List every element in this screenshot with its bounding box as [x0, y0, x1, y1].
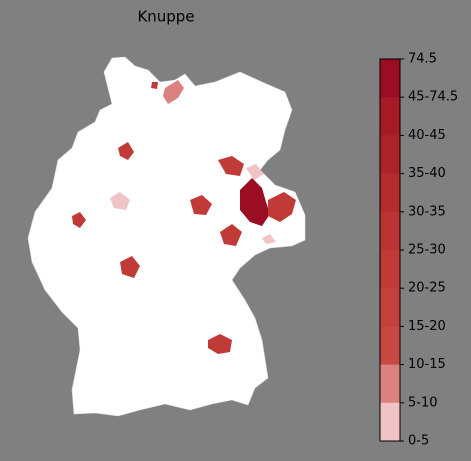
- region: [72, 212, 86, 228]
- colorbar-label: 15-20: [408, 319, 446, 334]
- colorbar: 74.5 45-74.5 40-45 35-40 30-35 25-30 20-25 15-2…: [380, 52, 458, 449]
- region: [246, 164, 264, 180]
- region: [240, 178, 270, 226]
- colorbar-segment: [380, 364, 400, 404]
- colorbar-label: 45-74.5: [408, 90, 458, 105]
- region: [220, 224, 242, 246]
- region: [262, 234, 276, 244]
- colorbar-label: 74.5: [408, 52, 437, 67]
- colorbar-label: 40-45: [408, 128, 446, 143]
- colorbar-label: 10-15: [408, 357, 446, 372]
- region: [120, 256, 140, 278]
- region: [151, 82, 158, 89]
- region: [190, 195, 212, 215]
- colorbar-label: 5-10: [408, 395, 438, 410]
- colorbar-segment: [380, 97, 400, 136]
- colorbar-label: 30-35: [408, 204, 446, 219]
- colorbar-frame: [379, 58, 401, 442]
- region: [208, 334, 232, 354]
- colorbar-segment: [380, 59, 400, 98]
- region: [218, 156, 244, 176]
- colorbar-segment: [380, 326, 400, 366]
- colorbar-label: 25-30: [408, 243, 446, 258]
- country-outline: [27, 56, 306, 417]
- colorbar-label: 0-5: [408, 434, 429, 449]
- region: [118, 142, 134, 160]
- colorbar-segment: [380, 173, 400, 213]
- colorbar-segment: [380, 135, 400, 175]
- colorbar-segment: [380, 402, 400, 442]
- region: [268, 192, 296, 222]
- colorbar-segment: [380, 211, 400, 251]
- colorbar-segment: [380, 250, 400, 289]
- region: [163, 80, 184, 104]
- colorbar-label: 20-25: [408, 281, 446, 296]
- colorbar-label: 35-40: [408, 166, 446, 181]
- region: [110, 192, 130, 210]
- colorbar-segment: [380, 288, 400, 327]
- map-title: Knuppe: [137, 8, 194, 26]
- germany-map: [27, 56, 306, 417]
